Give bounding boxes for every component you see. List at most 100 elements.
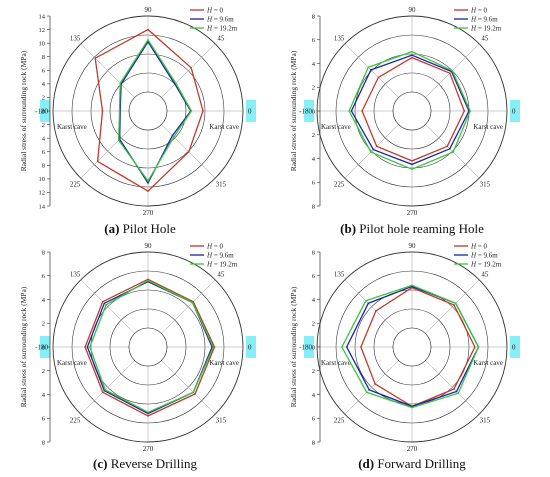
series-point [147,28,149,31]
angle-label: 90 [145,242,153,250]
series-point [453,304,455,306]
karst-cave-label-right: Karst cave [209,123,239,131]
karst-cave-label-left: Karst cave [321,359,351,367]
y-axis-label: Radial stress of surrounding rock (MPa) [289,50,298,171]
radial-tick-label: 6 [312,37,316,44]
cave-marker-left [304,100,314,122]
series-point [367,66,370,69]
polar-chart-a: 0 2 2 4 4 6 6 8 8 10 10 12 12 14 14 Radial stress of su… [19,6,256,236]
radial-tick-label: 6 [42,149,46,156]
series-point [147,180,149,182]
angle-label: 270 [143,209,154,217]
polar-chart-b: 0 2 2 4 4 6 6 8 8 Radial stress of surrounding ro… [289,6,520,236]
radial-tick-label: 6 [42,68,46,75]
series-point [446,145,449,148]
panel-caption: (a) Pilot Hole [104,221,176,236]
series-point [187,150,190,153]
radial-tick-label: 8 [312,249,315,256]
series-point [370,151,372,153]
legend-label: H = 19.2m [206,261,238,269]
series-point [452,151,454,153]
series-point [411,284,413,287]
angle-label: 45 [481,35,489,43]
y-axis-label: Radial stress of surrounding rock (MPa) [19,50,28,171]
angle-label: 90 [409,242,417,250]
series-point [365,300,367,302]
angle-label: 270 [407,209,418,217]
series-point [361,110,363,112]
radial-tick-label: 8 [42,54,45,61]
cave-marker-left [304,336,314,358]
series-point [411,54,413,56]
radial-tick-label: 10 [39,40,46,47]
radial-tick-label: 4 [42,135,46,142]
inner-ring [392,91,432,131]
series-point [212,346,215,348]
series-point [89,346,91,348]
series-point [192,391,195,394]
series-point [147,278,149,281]
angle-label: 225 [70,180,81,188]
series-point [345,346,348,348]
karst-cave-label-right: Karst cave [473,123,503,131]
radial-tick-label: 2 [312,132,315,139]
series-point [96,160,99,163]
series-point [190,110,193,112]
angle-label: 135 [70,271,81,279]
series-point [451,69,454,72]
radial-tick-label: 0 [42,344,45,351]
radial-tick-label: 4 [312,392,316,399]
angle-label: 135 [334,271,345,279]
series-point [147,38,149,41]
angle-label: 225 [334,416,345,424]
legend-label: H = 9.6m [206,16,234,24]
radial-tick-label: 4 [42,392,46,399]
series-point [101,110,104,112]
series-point [360,346,362,348]
series-point [147,182,149,184]
series-point [191,301,194,304]
series-point [411,56,413,59]
series-point [147,412,149,415]
radial-tick-label: 12 [39,190,46,197]
series-point [94,57,97,60]
angle-label: 315 [480,416,491,424]
panel-caption: (c) Reverse Drilling [93,456,197,471]
angle-label: 90 [409,6,417,14]
series-point [84,346,86,348]
radial-tick-label: 2 [312,368,315,375]
series-point [119,82,121,84]
polar-chart-d: 0 2 2 4 4 6 6 8 8 Radial stress of surrounding ro… [289,242,520,471]
legend-label: H = 0 [206,7,224,15]
inner-ring [128,327,168,367]
series-point [372,148,375,151]
series-point [411,168,413,170]
series-point [101,391,104,394]
panel-caption: (b) Pilot hole reaming Hole [340,221,484,236]
series-point [147,279,149,282]
series-point [474,346,476,348]
radial-tick-label: 2 [312,321,315,328]
karst-cave-label-right: Karst cave [209,359,239,367]
radial-tick-label: 8 [312,203,315,210]
series-point [411,160,413,162]
radial-tick-label: 6 [312,180,316,187]
series-point [147,415,149,417]
legend-label: H = 9.6m [206,252,234,260]
series-point [117,139,120,142]
polar-chart-c: 0 2 2 4 4 6 6 8 8 Radial stress of surrounding ro… [19,242,256,471]
series-point [411,405,413,408]
legend-label: H = 19.2m [206,25,238,33]
series-point [477,346,480,348]
y-axis-label: Radial stress of surrounding rock (MPa) [19,286,28,407]
panel-caption: (d) Forward Drilling [358,456,466,471]
karst-cave-label-left: Karst cave [57,359,87,367]
radial-tick-label: 0 [312,344,315,351]
series-point [375,145,378,148]
angle-label: -180 [35,344,48,352]
radial-tick-label: 8 [42,163,45,170]
series-point [348,110,350,112]
series-point [190,67,192,69]
series-point [463,110,466,112]
